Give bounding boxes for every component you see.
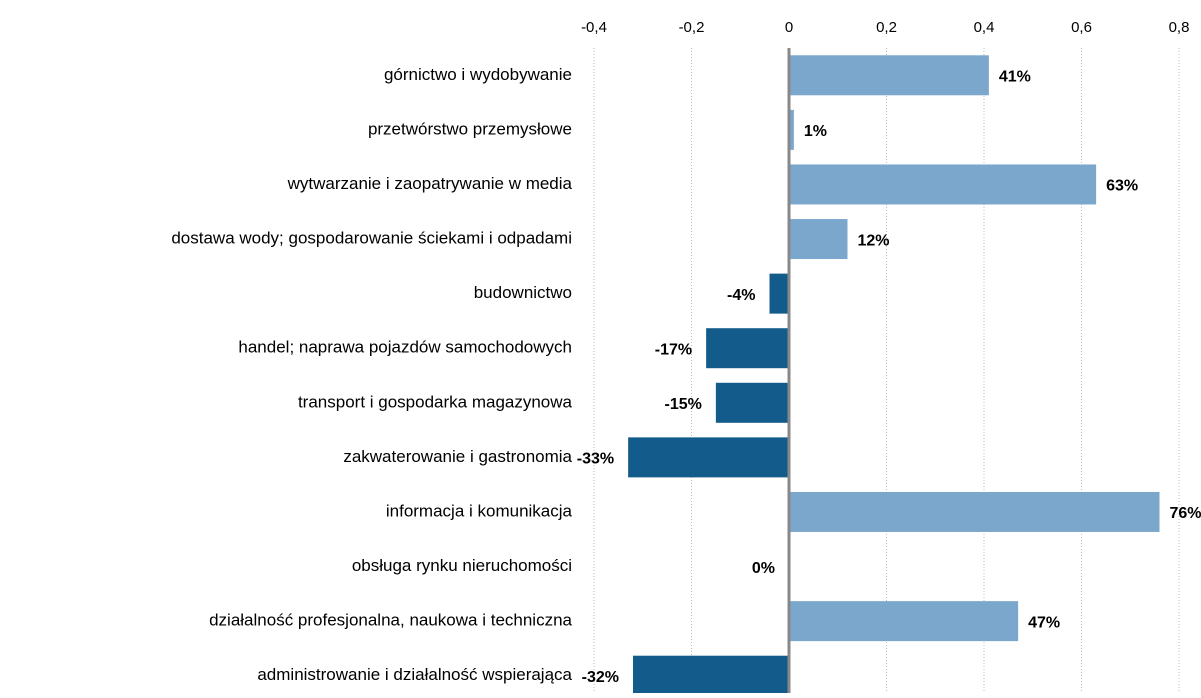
x-tick-label: 0,6: [1071, 19, 1092, 36]
x-tick-label: -0,4: [581, 19, 607, 36]
x-tick-label: 0,2: [876, 19, 897, 36]
x-tick-label: 0,8: [1169, 19, 1190, 36]
value-label: 1%: [804, 123, 827, 140]
value-label: -32%: [582, 669, 619, 686]
x-tick-label: 0: [785, 19, 793, 36]
category-label: dostawa wody; gospodarowanie ściekami i …: [171, 229, 572, 248]
bar: [789, 601, 1018, 641]
value-label: 12%: [858, 232, 890, 249]
category-label: handel; naprawa pojazdów samochodowych: [238, 338, 572, 357]
value-label: -15%: [665, 396, 702, 413]
value-label: 63%: [1106, 178, 1138, 195]
category-label: wytwarzanie i zaopatrywanie w media: [287, 174, 573, 193]
value-label: 76%: [1170, 505, 1201, 522]
bar: [789, 164, 1096, 204]
value-label: 41%: [999, 69, 1031, 86]
bar: [789, 492, 1160, 532]
x-tick-label: -0,2: [679, 19, 705, 36]
bar: [633, 656, 789, 693]
bar: [770, 274, 790, 314]
category-label: górnictwo i wydobywanie: [384, 65, 572, 84]
value-label: 0%: [752, 560, 775, 577]
value-label: -4%: [727, 287, 755, 304]
bar: [789, 219, 848, 259]
bar: [706, 328, 789, 368]
category-label: informacja i komunikacja: [386, 501, 573, 520]
value-label: -33%: [577, 451, 614, 468]
category-label: przetwórstwo przemysłowe: [368, 119, 572, 138]
category-label: obsługa rynku nieruchomości: [352, 556, 572, 575]
category-label: zakwaterowanie i gastronomia: [343, 447, 572, 466]
category-label: transport i gospodarka magazynowa: [298, 392, 573, 411]
category-label: administrowanie i działalność wspierając…: [257, 665, 572, 684]
bar: [716, 383, 789, 423]
category-label: działalność profesjonalna, naukowa i tec…: [209, 611, 572, 630]
x-tick-label: 0,4: [974, 19, 995, 36]
value-label: 47%: [1028, 614, 1060, 631]
bar: [628, 437, 789, 477]
bar: [789, 55, 989, 95]
category-label: budownictwo: [474, 283, 572, 302]
value-label: -17%: [655, 341, 692, 358]
